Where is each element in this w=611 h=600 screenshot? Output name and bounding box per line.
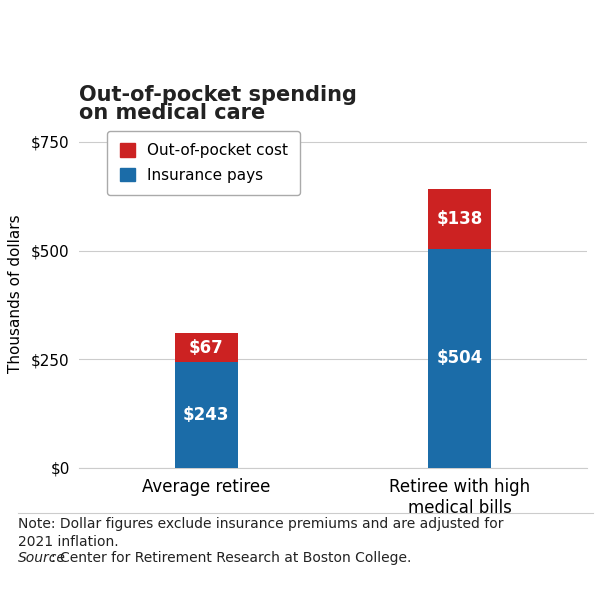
Text: Source: Source <box>18 551 66 565</box>
Bar <box>428 249 491 468</box>
Text: Note: Dollar figures exclude insurance premiums and are adjusted for: Note: Dollar figures exclude insurance p… <box>18 517 504 531</box>
Text: 2021 inflation.: 2021 inflation. <box>18 535 119 549</box>
Text: : Center for Retirement Research at Boston College.: : Center for Retirement Research at Bost… <box>51 551 411 565</box>
Text: on medical care: on medical care <box>79 103 266 123</box>
Text: $67: $67 <box>189 339 224 357</box>
Bar <box>428 189 491 249</box>
Text: $504: $504 <box>437 349 483 367</box>
Bar <box>175 362 238 468</box>
Text: Out-of-pocket spending: Out-of-pocket spending <box>79 85 357 105</box>
Bar <box>175 333 238 362</box>
Text: $243: $243 <box>183 406 230 424</box>
Y-axis label: Thousands of dollars: Thousands of dollars <box>8 215 23 373</box>
Text: $138: $138 <box>437 210 483 228</box>
Legend: Out-of-pocket cost, Insurance pays: Out-of-pocket cost, Insurance pays <box>108 131 300 195</box>
